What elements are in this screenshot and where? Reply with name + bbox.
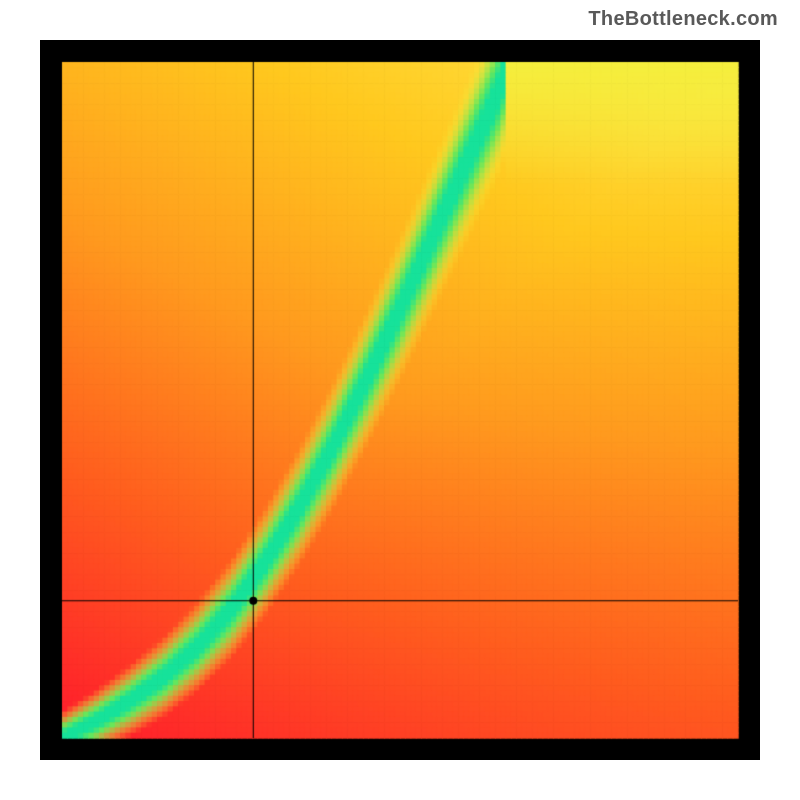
attribution-text: TheBottleneck.com [588, 8, 778, 31]
bottleneck-heatmap [40, 40, 760, 760]
heatmap-canvas [40, 40, 760, 760]
